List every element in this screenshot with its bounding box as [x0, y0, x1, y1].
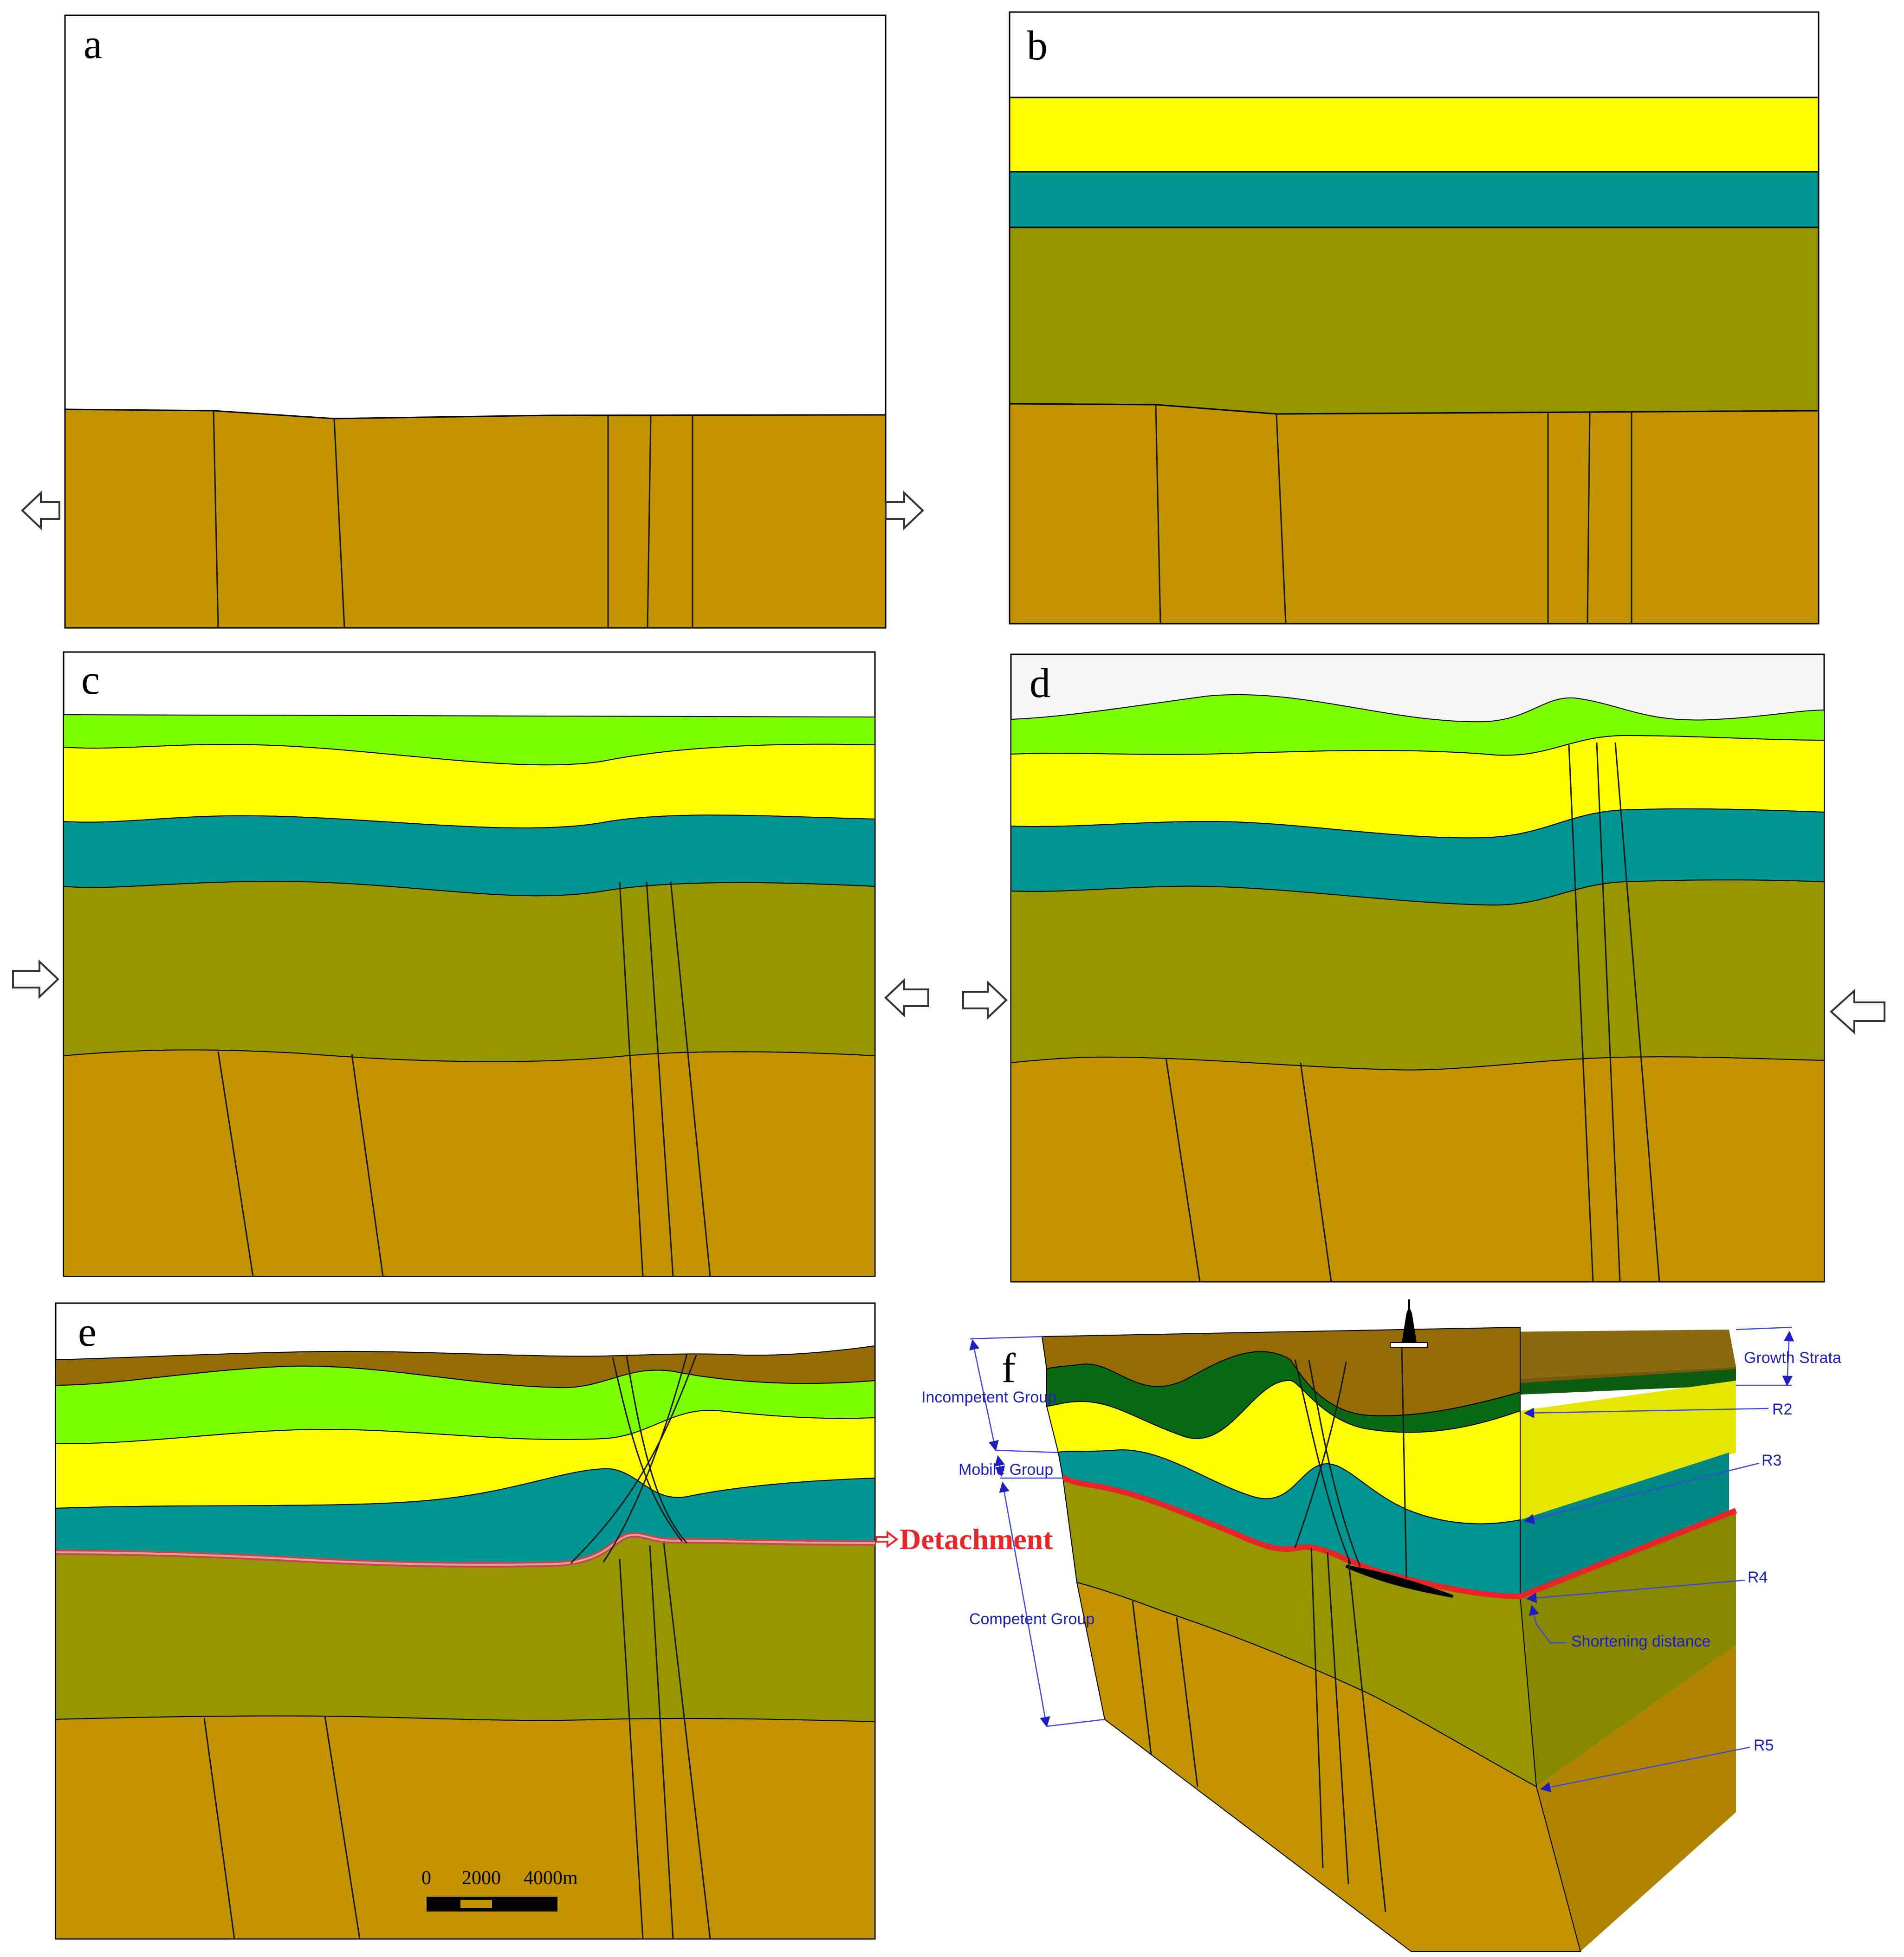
panel-f-front-basement [1076, 1582, 1581, 1952]
panel-f-side-dark-green [1520, 1369, 1736, 1395]
panel-b-yellow-layer [1009, 97, 1820, 173]
growth-strata-label: Growth Strata [1744, 1349, 1841, 1367]
panel-f: f Incompetent Group Mobile Group Compete… [921, 1299, 1841, 1952]
panel-f-right-annotations: Growth Strata R2 R3 R4 Shortening distan… [1523, 1326, 1841, 1793]
panel-b-competent-layer [1009, 226, 1820, 415]
detachment-arrow-icon [875, 1531, 899, 1548]
panel-b-label: b [1027, 23, 1048, 69]
competent-group-label: Competent Group [969, 1610, 1094, 1628]
panel-f-side-basement [1536, 1645, 1736, 1951]
r5-label: R5 [1754, 1737, 1774, 1754]
panel-b-mobile-layer [1009, 171, 1820, 228]
panel-c-basement [63, 1049, 875, 1277]
panel-b: b [1009, 11, 1820, 625]
panel-b-faults [1155, 404, 1632, 624]
scale-bar-tick-0: 0 [421, 1867, 431, 1889]
mobile-group-label: Mobile Group [958, 1461, 1053, 1479]
panel-b-basement [1009, 403, 1820, 625]
shortening-distance-label: Shortening distance [1571, 1633, 1711, 1650]
panel-f-detachment-horizon [1062, 1475, 1737, 1600]
panel-c-competent-layer [63, 881, 875, 1062]
panel-d-left-compression-arrow [962, 980, 1008, 1020]
scale-bar-tick-4000m: 4000m [524, 1867, 578, 1889]
incompetent-group-label: Incompetent Group [921, 1389, 1056, 1406]
panel-d-basement [1010, 1056, 1825, 1282]
panel-f-left-annotations: Incompetent Group Mobile Group Competent… [921, 1336, 1105, 1728]
panel-c-faults [217, 881, 711, 1277]
panel-d-faults [1165, 742, 1660, 1282]
panel-c-left-compression-arrow [12, 959, 59, 999]
panel-f-shortening-wedge [1345, 1565, 1454, 1598]
panel-f-faults [1132, 1345, 1407, 1912]
scale-bar-tick-2000: 2000 [462, 1867, 501, 1889]
panel-d-right-compression-arrow [1830, 988, 1885, 1035]
panel-c-right-compression-arrow [884, 978, 929, 1018]
panel-f-label: f [1002, 1345, 1016, 1391]
panel-a: a [21, 14, 924, 629]
panel-a-label: a [84, 21, 102, 67]
panel-a-left-extension-arrow [21, 491, 60, 530]
panel-a-right-extension-arrow [885, 491, 924, 530]
panel-d-competent-layer [1010, 879, 1825, 1071]
panel-e: e Detachment 0 2000 4000m [55, 1302, 1053, 1940]
r3-label: R3 [1762, 1452, 1781, 1469]
panel-a-basement [64, 408, 887, 629]
panel-d-label: d [1030, 660, 1050, 706]
panel-f-side-competent [1520, 1511, 1736, 1787]
panel-d: d [962, 653, 1885, 1283]
panel-c-label: c [81, 657, 100, 703]
panel-a-faults [213, 410, 693, 628]
panel-f-side-mobile [1520, 1453, 1729, 1596]
panel-e-label: e [78, 1309, 97, 1355]
r2-label: R2 [1772, 1401, 1792, 1418]
detachment-label: Detachment [900, 1523, 1053, 1556]
r4-label: R4 [1748, 1569, 1768, 1586]
panel-f-side-yellow [1520, 1381, 1736, 1520]
panel-c: c [12, 651, 929, 1277]
oil-derrick-icon [1390, 1299, 1428, 1348]
panel-e-faults [203, 1354, 711, 1939]
scale-bar: 0 2000 4000m [421, 1867, 578, 1912]
